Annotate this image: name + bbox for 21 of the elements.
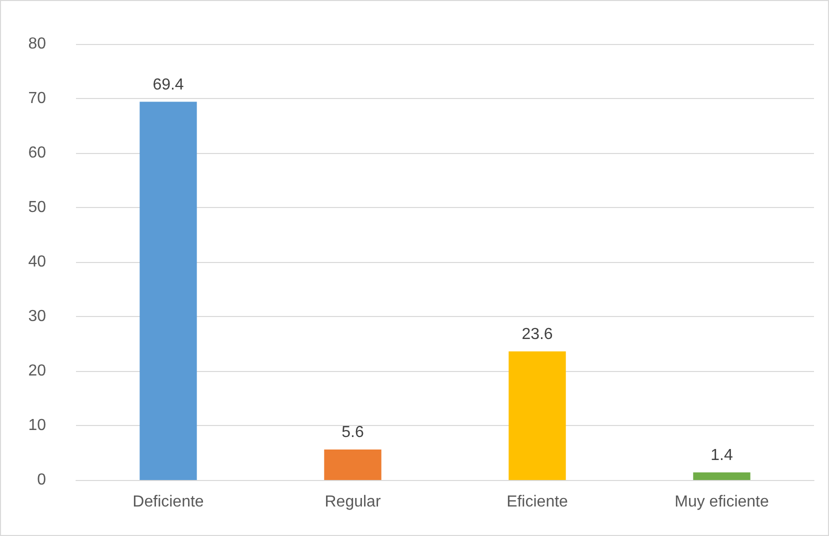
data-label: 1.4 [710,446,733,464]
y-tick-label: 70 [28,90,46,107]
data-label: 69.4 [152,76,184,94]
x-tick-label: Muy eficiente [674,494,769,510]
y-tick-label: 0 [37,472,46,488]
y-tick-label: 30 [28,308,46,325]
data-label: 23.6 [522,326,553,343]
y-tick-label: 10 [28,417,46,434]
bar [324,449,382,480]
bar [140,102,197,480]
bar [693,472,750,480]
x-tick-label: Deficiente [132,494,204,510]
y-tick-label: 50 [28,199,46,216]
x-tick-label: Regular [324,494,382,510]
y-tick-label: 60 [28,144,46,162]
y-tick-label: 20 [28,362,46,380]
x-tick-label: Eficiente [506,494,568,510]
data-label: 5.6 [342,424,364,441]
y-tick-label: 80 [28,36,46,52]
bar [508,351,566,480]
y-tick-label: 40 [28,254,46,270]
